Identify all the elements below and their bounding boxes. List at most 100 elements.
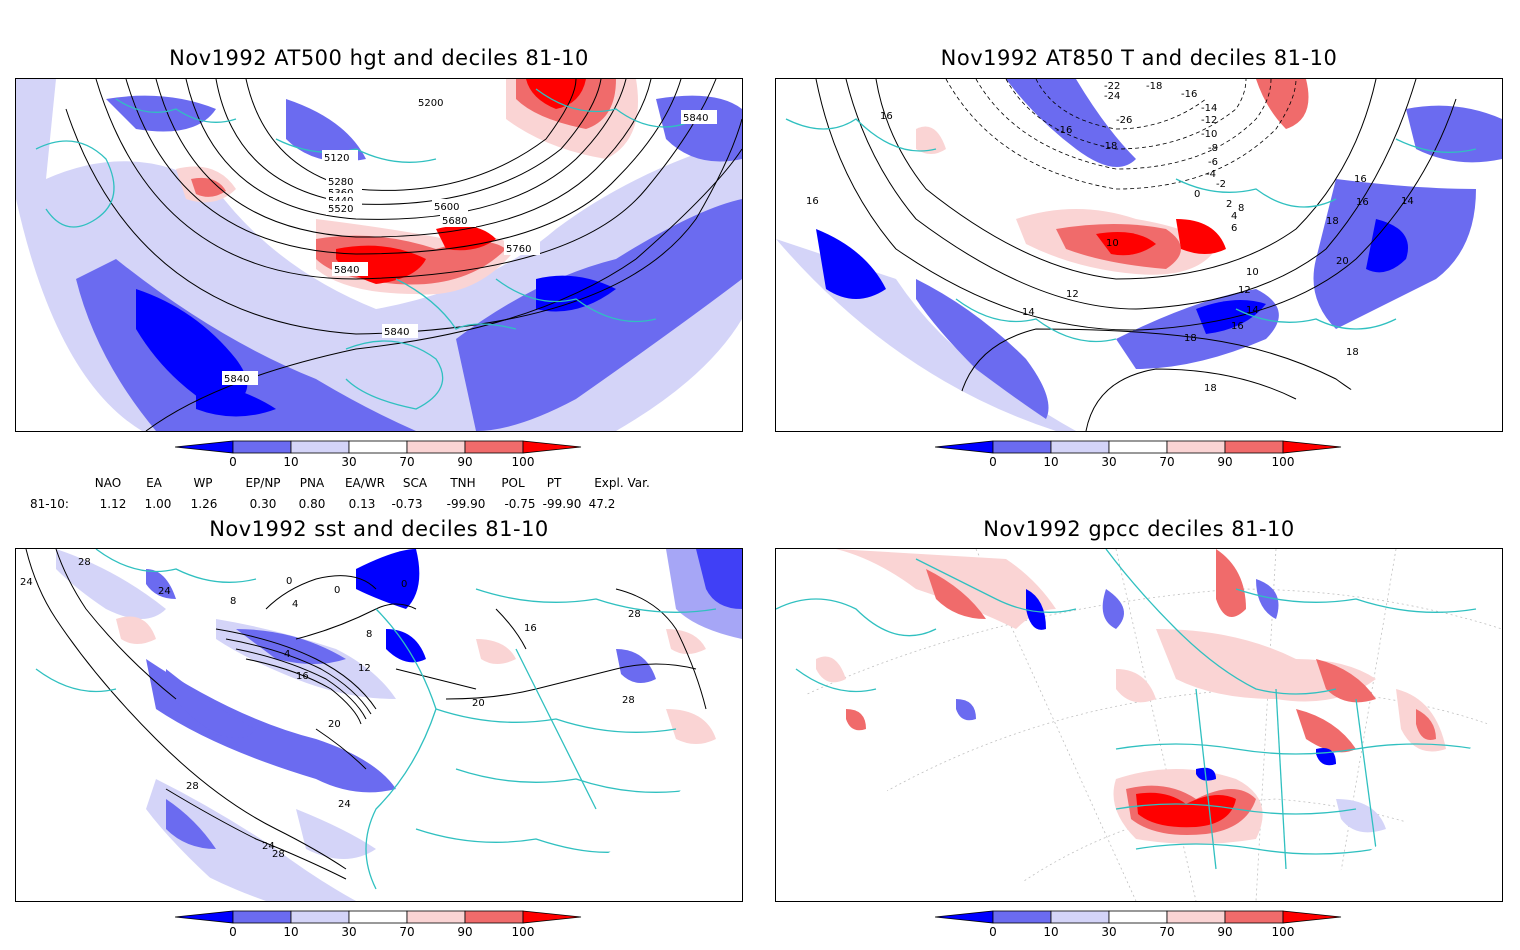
index-row-label: 81-10:: [30, 497, 69, 511]
index-header: EP/NP: [245, 476, 281, 490]
contour-label: 5840: [334, 265, 359, 276]
colorbar-tick-label: 70: [399, 455, 415, 469]
colorbar-arrow-low: [174, 910, 234, 924]
contour-label: 0: [401, 579, 407, 590]
index-header: PT: [546, 476, 562, 490]
colorbar-arrow-low: [174, 440, 234, 454]
contour-label: -14: [1201, 103, 1217, 114]
contour-label: 5280: [328, 177, 353, 188]
index-value: 1.00: [144, 497, 172, 511]
colorbar-segment: [348, 910, 408, 924]
colorbar-tick-label: 90: [1217, 925, 1233, 939]
contour-label: 5520: [328, 204, 353, 215]
contour-label: 2: [1226, 199, 1232, 210]
colorbar-segment: [348, 440, 408, 454]
colorbar-graphic: [934, 910, 1342, 924]
panel-title-at500: Nov1992 AT500 hgt and deciles 81-10: [169, 46, 589, 70]
colorbar-segment: [464, 910, 524, 924]
index-value: 0.30: [249, 497, 277, 511]
colorbar-tick-label: 100: [511, 455, 535, 469]
contour-label: 8: [366, 629, 372, 640]
contour-label: -10: [1201, 129, 1217, 140]
at850-map-graphic: 16 16 -22 -24 -18 -16 -14 -12 -10 -26 -1…: [776, 79, 1502, 431]
contour-label: 8: [230, 596, 236, 607]
colorbar-tick-label: 0: [989, 925, 997, 939]
contour-label: 20: [1336, 256, 1349, 267]
index-value: -99.90: [446, 497, 486, 511]
contour-label: 18: [1326, 216, 1339, 227]
panel-title-at850: Nov1992 AT850 T and deciles 81-10: [940, 46, 1338, 70]
map-sst: 28 24 24 0 0 0 8 4 4 8 12 16 20 20 16 24…: [15, 548, 743, 902]
contour-label: 28: [272, 849, 285, 860]
map-gpcc: [775, 548, 1503, 902]
colorbar-segment: [1050, 440, 1110, 454]
colorbar-sst: 0 10 30 70 90 100: [174, 910, 595, 950]
contour-label: 16: [296, 671, 309, 682]
colorbar-tick-label: 70: [1159, 925, 1175, 939]
colorbar-segment: [290, 440, 350, 454]
gpcc-map-graphic: [776, 549, 1502, 901]
colorbar-tick-label: 0: [229, 925, 237, 939]
index-value: -0.73: [391, 497, 423, 511]
sst-map-graphic: 28 24 24 0 0 0 8 4 4 8 12 16 20 20 16 24…: [16, 549, 742, 901]
colorbar-tick-label: 100: [511, 925, 535, 939]
colorbar-segment: [406, 440, 466, 454]
index-header: SCA: [402, 476, 428, 490]
contour-label: -18: [1101, 141, 1117, 152]
colorbar-tick-label: 30: [341, 925, 357, 939]
contour-label: 12: [358, 663, 371, 674]
contour-label: 5200: [418, 98, 443, 109]
map-at850: 16 16 -22 -24 -18 -16 -14 -12 -10 -26 -1…: [775, 78, 1503, 432]
index-value: 1.12: [99, 497, 127, 511]
contour-label: -2: [1216, 179, 1226, 190]
contour-label: 14: [1022, 307, 1035, 318]
contour-label: 5760: [506, 244, 531, 255]
colorbar-graphic: [174, 910, 582, 924]
contour-label: -26: [1116, 115, 1132, 126]
contour-label: 5600: [434, 202, 459, 213]
index-header: Expl. Var.: [594, 476, 650, 490]
colorbar-segment: [232, 440, 292, 454]
colorbar-segment: [464, 440, 524, 454]
contour-label: 16: [1231, 321, 1244, 332]
contour-label: 5840: [384, 327, 409, 338]
contour-label: 4: [284, 649, 290, 660]
contour-label: 24: [158, 586, 171, 597]
contour-label: 16: [1354, 174, 1367, 185]
contour-label: 20: [328, 719, 341, 730]
index-value-row: 81-10: 1.12 1.00 1.26 0.30 0.80 0.13 -0.73 -99.…: [0, 497, 760, 513]
colorbar-tick-label: 90: [457, 455, 473, 469]
colorbar-segment: [992, 910, 1052, 924]
contour-label: 24: [262, 841, 275, 852]
contour-label: 16: [880, 111, 893, 122]
colorbar-tick-label: 0: [229, 455, 237, 469]
colorbar-segment: [1166, 910, 1226, 924]
contour-label: -18: [1146, 81, 1162, 92]
map-at500: 5200 5120 5280 5360 5440 5520 5600 5680 …: [15, 78, 743, 432]
contour-label: -6: [1208, 157, 1218, 168]
contour-label: 4: [292, 599, 298, 610]
contour-label: 0: [286, 576, 292, 587]
index-value: 0.13: [348, 497, 376, 511]
contour-label: 0: [334, 585, 340, 596]
index-value: 0.80: [298, 497, 326, 511]
contour-label: 28: [78, 557, 91, 568]
index-header: EA/WR: [344, 476, 386, 490]
colorbar-segment: [290, 910, 350, 924]
contour-label: 12: [1238, 285, 1251, 296]
contour-label: 0: [1194, 189, 1200, 200]
contour-label: 16: [1356, 197, 1369, 208]
colorbar-gpcc: 0 10 30 70 90 100: [934, 910, 1355, 950]
colorbar-tick-label: 90: [457, 925, 473, 939]
colorbar-segment: [1166, 440, 1226, 454]
contour-label: 10: [1106, 238, 1119, 249]
contour-label: 14: [1246, 305, 1259, 316]
colorbar-tick-label: 100: [1271, 455, 1295, 469]
colorbar-arrow-high: [522, 440, 582, 454]
contour-label: 28: [628, 609, 641, 620]
index-value: -0.75: [504, 497, 536, 511]
colorbar-arrow-low: [934, 440, 994, 454]
colorbar-arrow-high: [1282, 910, 1342, 924]
index-header-row: NAO EA WP EP/NP PNA EA/WR SCA TNH POL PT Expl. Var…: [0, 476, 760, 492]
contour-label: 20: [472, 698, 485, 709]
